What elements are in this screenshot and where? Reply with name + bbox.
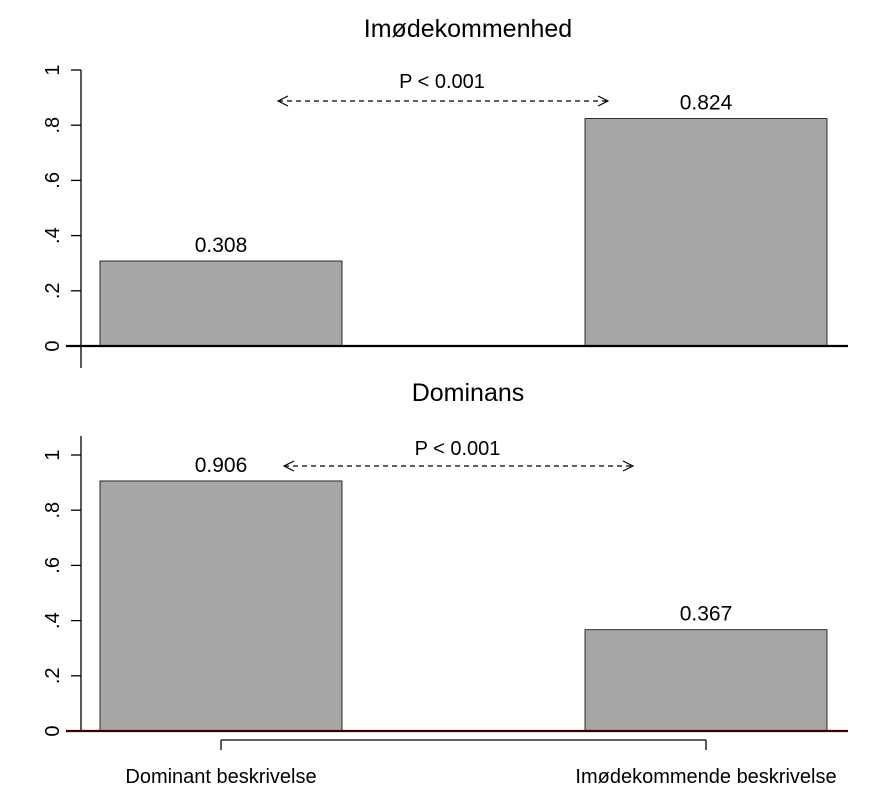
y-tick-label-top: .4 [42, 227, 64, 244]
x-category-labels: Dominant beskrivelse Imødekommende beskri… [125, 739, 837, 788]
bar-value-label-top-2: 0.824 [680, 92, 733, 115]
bar-value-label-bottom-1: 0.906 [195, 454, 248, 477]
chart-title-bottom: Dominans [412, 379, 525, 407]
p-value-label-bottom: P < 0.001 [415, 438, 501, 460]
x-category-label-1: Dominant beskrivelse [125, 766, 316, 788]
y-tick-label-top: .6 [42, 172, 64, 189]
plot-area-bottom: 0 .2 .4 .6 .8 1 0.906 0.367 P < 0.001 [42, 436, 848, 737]
y-tick-label-bottom: .8 [42, 502, 64, 519]
bar-value-label-bottom-2: 0.367 [680, 603, 733, 626]
chart-title-top: Imødekommenhed [364, 15, 572, 43]
y-tick-label-top: .8 [42, 117, 64, 134]
y-tick-label-top: 0 [42, 340, 64, 351]
bar-bottom-2 [584, 629, 828, 732]
y-tick-label-top: .2 [42, 282, 64, 299]
chart-panel-top: Imødekommenhed 0 .2 .4 .6 .8 1 0.308 0.824 P < 0… [42, 15, 848, 368]
bar-top-1 [99, 260, 343, 347]
bar-bottom-1 [99, 480, 343, 732]
x-category-label-2: Imødekommende beskrivelse [575, 766, 836, 788]
y-tick-label-bottom: .2 [42, 667, 64, 684]
chart-panel-bottom: Dominans 0 .2 .4 .6 .8 1 0.906 0.367 P < 0.001 D… [42, 379, 848, 788]
bar-value-label-top-1: 0.308 [195, 234, 248, 257]
bar-top-2 [584, 118, 828, 347]
y-tick-label-bottom: 0 [42, 725, 64, 736]
p-value-label-top: P < 0.001 [399, 71, 485, 93]
y-tick-label-bottom: .6 [42, 557, 64, 574]
y-tick-label-top: 1 [42, 64, 64, 75]
y-tick-label-bottom: .4 [42, 612, 64, 629]
plot-area-top: 0 .2 .4 .6 .8 1 0.308 0.824 P < 0.001 [42, 64, 848, 368]
y-tick-label-bottom: 1 [42, 449, 64, 460]
